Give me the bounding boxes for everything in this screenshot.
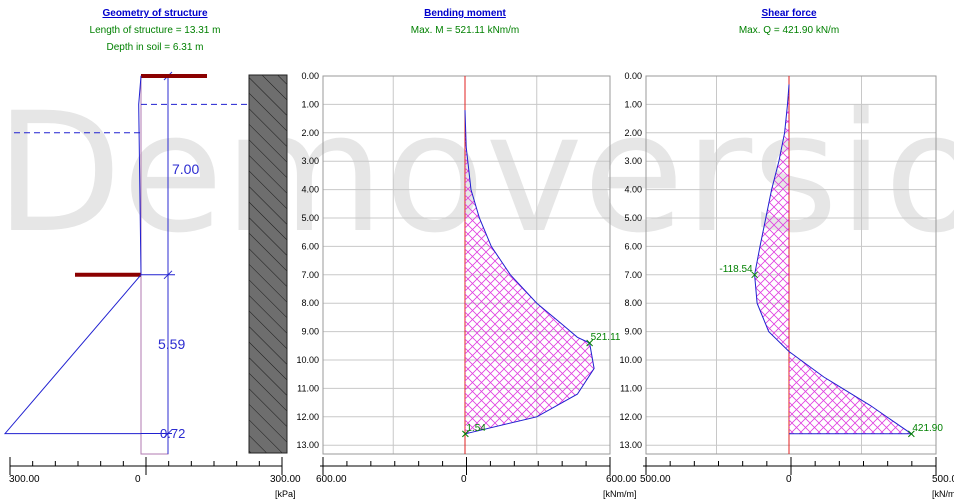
annotation-marker [462,430,469,438]
y-tick-label: 11.00 [297,383,319,393]
y-tick-label: 9.00 [301,327,319,337]
dim-label-upper: 7.00 [172,161,199,177]
annotation-marker [907,430,915,438]
y-tick-label: 13.00 [619,440,642,450]
moment-axis-unit: [kNm/m] [603,489,637,499]
depth-text: Depth in soil = 6.31 m [107,42,204,53]
annotation-label: 521.11 [591,332,621,343]
y-tick-label: 11.00 [620,383,642,393]
geometry-axis-left-label: 300.00 [9,474,40,485]
plot-frame [322,75,611,455]
y-tick-label: 10.00 [296,355,319,365]
moment-axis-left-label: 600.00 [316,474,347,485]
y-tick-label: 6.00 [624,241,642,251]
geometry-title: Geometry of structure [102,8,207,19]
soil-wall-block [248,74,288,454]
dim-label-middle: 5.59 [158,336,185,352]
geometry-drawing [3,71,268,455]
shear-title: Shear force [761,8,816,19]
y-tick-label: 13.00 [296,440,319,450]
y-tick-label: 9.00 [624,327,642,337]
y-tick-label: 3.00 [624,156,642,166]
y-tick-label: 12.00 [296,412,319,422]
diagram-hatch-fill [754,84,912,434]
shear-axis-left-label: 500.00 [640,474,671,485]
y-tick-label: 0.00 [301,71,319,81]
geometry-axis-zero-label: 0 [135,474,141,485]
shear-chart: 0.00 1.00 2.00 3.00 4.00 5.00 6.00 7.00 8.00 9.00… [619,71,943,475]
moment-panel: Bending moment Max. M = 521.11 kNm/m 0.0… [296,8,637,499]
y-tick-label: 7.00 [624,270,642,280]
y-tick-label: 2.00 [624,128,642,138]
y-tick-label: 10.00 [619,355,642,365]
moment-axis-right-label: 600.00 [606,474,637,485]
y-tick-label: 1.00 [301,99,319,109]
shear-axis-zero-label: 0 [786,474,792,485]
annotation-marker [751,271,758,279]
diagram-hatch-fill [465,110,595,434]
y-tick-label: 2.00 [301,128,319,138]
y-tick-label: 8.00 [301,298,319,308]
annotation-label: -118.54 [719,264,753,275]
shear-axis-right-label: 500.0 [932,474,954,485]
diagram-outline [464,110,595,435]
y-tick-label: 5.00 [624,213,642,223]
geometry-panel: Geometry of structure Length of structur… [3,8,301,499]
annotation-label: 1.54 [466,423,486,434]
annotation-label: 421.90 [912,423,943,434]
moment-chart: 0.00 1.00 2.00 3.00 4.00 5.00 6.00 7.00 8.00 9.00… [296,71,621,475]
moment-title: Bending moment [424,8,506,19]
y-tick-label: 8.00 [624,298,642,308]
annotation-marker [586,339,593,347]
y-tick-label: 4.00 [624,185,642,195]
y-tick-label: 6.00 [301,241,319,251]
length-text: Length of structure = 13.31 m [90,25,221,36]
plot-frame [645,75,937,455]
shear-axis-unit: [kN/m] [932,489,954,499]
y-tick-label: 7.00 [301,270,319,280]
y-tick-label: 4.00 [301,185,319,195]
y-tick-label: 12.00 [619,412,642,422]
y-tick-label: 5.00 [301,213,319,223]
moment-axis-zero-label: 0 [461,474,467,485]
dim-label-lower: 0.72 [160,426,185,441]
moment-subtitle: Max. M = 521.11 kNm/m [411,25,519,36]
geometry-axis-unit: [kPa] [275,489,296,499]
y-tick-label: 3.00 [301,156,319,166]
geometry-axis-right-label: 300.00 [270,474,301,485]
shear-subtitle: Max. Q = 421.90 kN/m [739,25,839,36]
geometry-axis [9,457,283,475]
y-tick-label: 0.00 [624,71,642,81]
shear-panel: Shear force Max. Q = 421.90 kN/m 0.00 1.0… [619,8,954,499]
y-tick-label: 1.00 [624,99,642,109]
